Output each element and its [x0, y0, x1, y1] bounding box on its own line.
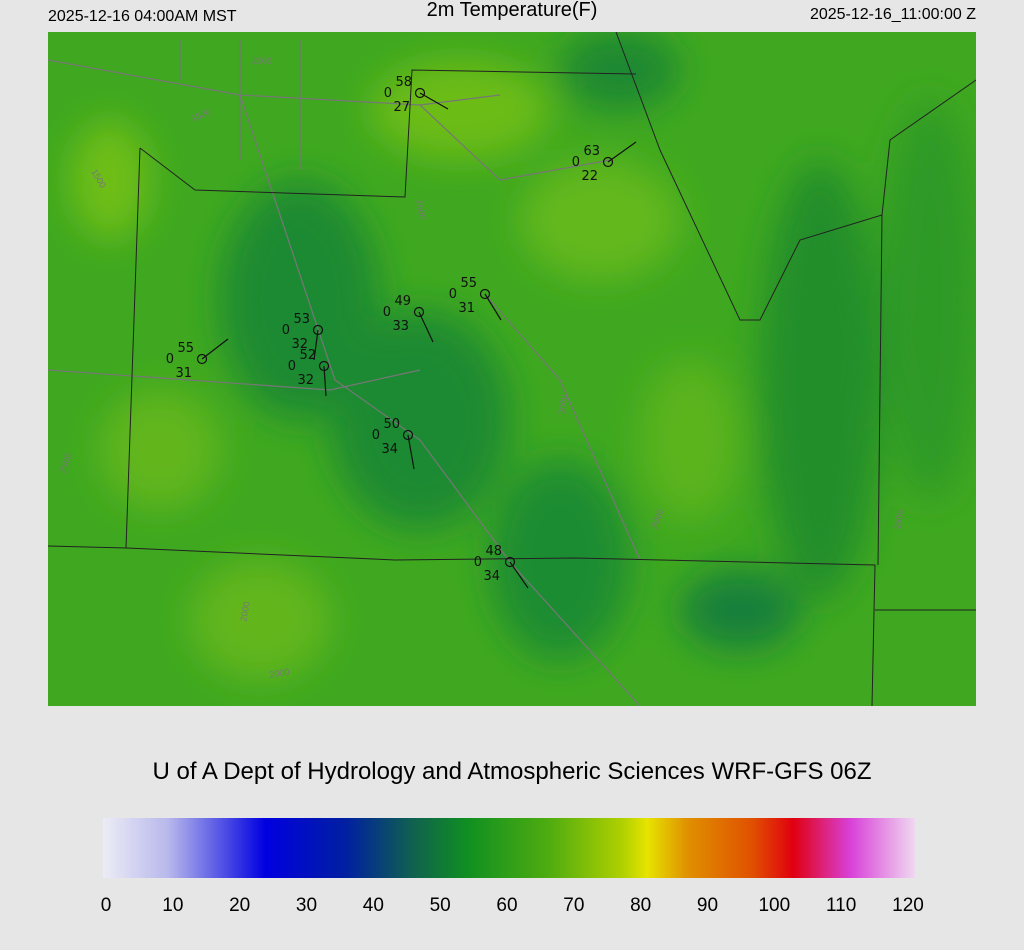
colorbar-tick-label: 70: [563, 895, 584, 916]
wind-barb: [418, 311, 434, 343]
station-circle: [312, 324, 324, 336]
station-circle: [479, 288, 491, 300]
station-circle: [602, 156, 614, 168]
station-sky-cover: 0: [384, 86, 392, 101]
station-dewpoint: 34: [381, 442, 398, 457]
station-dewpoint: 32: [291, 337, 308, 352]
colorbar-tick-label: 20: [229, 895, 250, 916]
wind-barb: [509, 561, 529, 589]
station-sky-cover: 0: [474, 555, 482, 570]
contour-label: 2500: [892, 509, 905, 530]
map-title: 2m Temperature(F): [427, 0, 598, 21]
wind-barb: [419, 92, 449, 110]
contour-label: 3000: [556, 394, 569, 415]
colorbar-tick-label: 90: [697, 895, 718, 916]
map: [48, 32, 976, 706]
colorbar-tick-label: 120: [892, 895, 924, 916]
station-temperature: 52: [299, 348, 316, 363]
station-temperature: 49: [394, 294, 411, 309]
station-sky-cover: 0: [282, 323, 290, 338]
colorbar-tick-label: 30: [296, 895, 317, 916]
station-plots: 5802763022550314903353032520325503150034…: [166, 75, 637, 589]
wind-barb: [407, 434, 415, 470]
station-circle: [402, 429, 414, 441]
station-temperature: 55: [460, 276, 477, 291]
station-temperature: 50: [383, 417, 400, 432]
colorbar-tick-label: 0: [101, 895, 112, 916]
contour-label: 1500: [414, 199, 427, 220]
station-sky-cover: 0: [383, 305, 391, 320]
station-temperature: 55: [177, 341, 194, 356]
station-circle: [196, 353, 208, 365]
contour-label: 2000: [238, 601, 251, 622]
valid-utc-time: 2025-12-16_11:00:00 Z: [810, 6, 976, 23]
credit: U of A Dept of Hydrology and Atmospheric…: [153, 758, 872, 785]
colorbar-tick-label: 10: [162, 895, 183, 916]
station-dewpoint: 31: [175, 366, 192, 381]
station-temperature: 58: [395, 75, 412, 90]
station-temperature: 48: [485, 544, 502, 559]
colorbar-tick-label: 50: [430, 895, 451, 916]
contour-label: 2000: [269, 666, 290, 679]
station-temperature: 53: [293, 312, 310, 327]
station-dewpoint: 27: [393, 100, 410, 115]
station-dewpoint: 31: [458, 301, 475, 316]
station-dewpoint: 34: [483, 569, 500, 584]
station-dewpoint: 33: [392, 319, 409, 334]
colorbar-tick-label: 40: [363, 895, 384, 916]
station-dewpoint: 22: [581, 169, 598, 184]
terrain-shading: [70, 32, 976, 680]
station-sky-cover: 0: [572, 155, 580, 170]
station-dewpoint: 32: [297, 373, 314, 388]
valid-local-time: 2025-12-16 04:00AM MST: [48, 8, 237, 25]
station-sky-cover: 0: [288, 359, 296, 374]
contour-label: 2000: [252, 56, 272, 66]
station-circle: [413, 306, 425, 318]
county-boundaries: [48, 32, 976, 706]
station-temperature: 63: [583, 144, 600, 159]
roads: [48, 40, 641, 706]
station-circle: [318, 360, 330, 372]
wind-barb: [607, 141, 637, 163]
station-circle: [414, 87, 426, 99]
station-sky-cover: 0: [449, 287, 457, 302]
colorbar-tick-label: 60: [496, 895, 517, 916]
colorbar-tick-label: 110: [826, 895, 856, 916]
station-sky-cover: 0: [166, 352, 174, 367]
station-sky-cover: 0: [372, 428, 380, 443]
wind-barb: [201, 338, 229, 360]
colorbar: [103, 818, 915, 878]
colorbar-tick-label: 100: [758, 895, 790, 916]
colorbar-tick-label: 80: [630, 895, 651, 916]
station-circle: [504, 556, 516, 568]
